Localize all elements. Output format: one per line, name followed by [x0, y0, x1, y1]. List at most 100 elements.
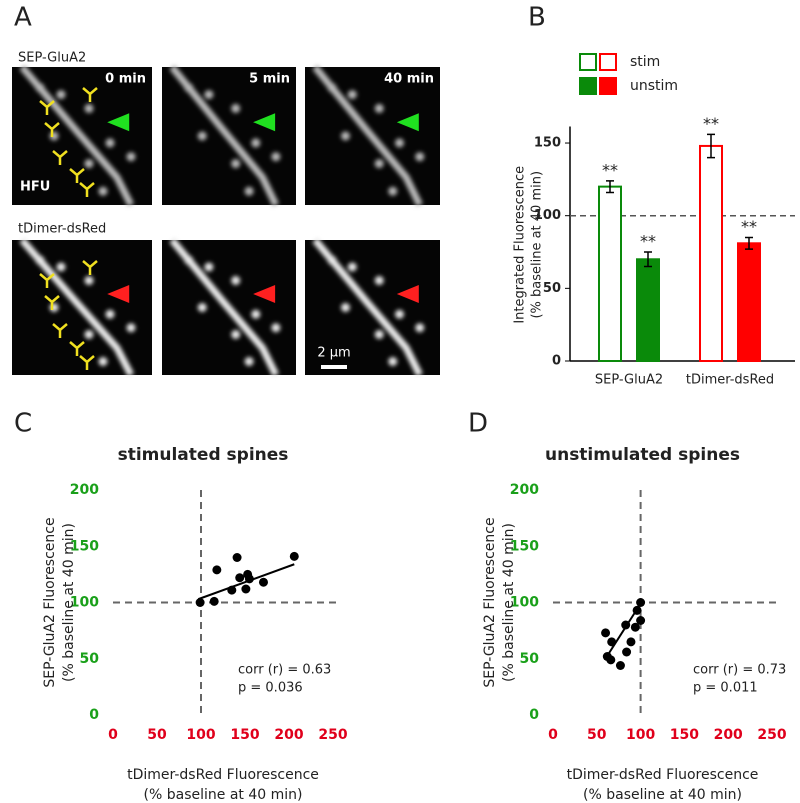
spine [244, 186, 254, 196]
arrowhead [253, 285, 276, 303]
time-label: 5 min [249, 72, 290, 87]
spine [84, 103, 94, 113]
row-label: tDimer-dsRed [18, 222, 106, 237]
point [621, 620, 631, 630]
significance: ** [640, 232, 656, 251]
y-tick-label: 150 [70, 538, 99, 554]
x-tick-label: 50 [147, 727, 167, 743]
point [212, 565, 222, 575]
y-tick-label: 150 [534, 136, 561, 151]
point [289, 551, 299, 561]
scale-bar [321, 365, 347, 369]
y-axis-label: (% baseline at 40 min) [501, 523, 517, 682]
arrowhead [396, 285, 419, 303]
point [195, 598, 205, 607]
spine [126, 323, 136, 333]
x-tick-label: 50 [587, 727, 607, 743]
point [626, 637, 636, 647]
legend-label: unstim [630, 78, 678, 94]
annotation: p = 0.036 [238, 681, 303, 696]
panel-label: D [468, 409, 488, 439]
spine [388, 186, 398, 196]
spine [347, 262, 357, 272]
y-tick-label: 200 [70, 482, 99, 498]
spine [374, 330, 384, 339]
dendrite-shaft [312, 64, 423, 207]
dendrite-shaft [169, 237, 280, 377]
spine [271, 152, 281, 162]
spine [415, 323, 425, 333]
spine [415, 152, 425, 162]
point [622, 647, 632, 657]
y-axis-label: SEP-GluA2 Fluorescence [482, 517, 498, 687]
dendrite [169, 237, 281, 377]
x-tick-label: 250 [757, 727, 786, 743]
x-tick-label: tDimer-dsRed [686, 373, 774, 388]
x-axis-label: (% baseline at 40 min) [144, 787, 303, 803]
spine [231, 159, 241, 169]
x-tick-label: 0 [548, 727, 558, 743]
error-bar [644, 251, 652, 268]
legend-swatch [579, 77, 597, 95]
y-tick-label: 150 [510, 538, 539, 554]
significance: ** [741, 217, 757, 236]
spine [374, 103, 384, 113]
x-tick-label: SEP-GluA2 [595, 373, 663, 388]
spine [204, 262, 214, 272]
bar [598, 185, 622, 362]
spine [231, 276, 241, 285]
x-axis-label: tDimer-dsRed Fluorescence [567, 767, 759, 783]
y-tick-label: 0 [552, 354, 561, 369]
spine [231, 103, 241, 113]
point [607, 637, 617, 647]
y-tick-label: 0 [89, 707, 99, 723]
arrowhead [107, 285, 130, 303]
spine [251, 138, 261, 148]
point [235, 573, 245, 583]
legend-swatch [599, 77, 617, 95]
y-tick-label: 50 [543, 281, 561, 296]
error-bar [606, 180, 614, 194]
point [636, 616, 646, 625]
panel-label: B [528, 3, 546, 33]
x-tick-label: 250 [318, 727, 347, 743]
y-axis-label: Integrated Fluorescence [513, 166, 528, 324]
x-axis-label: (% baseline at 40 min) [583, 787, 742, 803]
point [244, 574, 254, 584]
spine [56, 262, 66, 272]
spine [105, 138, 115, 148]
stim-marker [52, 323, 68, 338]
error-bar [707, 133, 715, 159]
spine [231, 330, 241, 339]
dendrite [312, 237, 425, 377]
dendrite-shaft [312, 237, 423, 377]
chart-title: unstimulated spines [545, 445, 740, 465]
dendrite-shaft [19, 64, 135, 207]
significance: ** [602, 160, 618, 179]
stim-marker [79, 182, 95, 197]
bar [636, 258, 660, 362]
x-tick-label: 200 [714, 727, 743, 743]
y-tick-label: 50 [520, 651, 540, 667]
arrowhead [396, 113, 419, 132]
point [241, 584, 251, 594]
spine [271, 323, 281, 333]
spine [35, 255, 45, 265]
x-axis-label: tDimer-dsRed Fluorescence [127, 767, 319, 783]
annotation: corr (r) = 0.63 [238, 663, 331, 678]
significance: ** [703, 114, 719, 133]
time-label: 40 min [384, 72, 434, 87]
spine [374, 159, 384, 169]
stim-marker [69, 168, 85, 183]
spine [347, 90, 357, 100]
bar [699, 144, 723, 362]
spine [126, 152, 136, 162]
spine [184, 255, 194, 265]
y-axis-label: (% baseline at 40 min) [530, 171, 545, 319]
stim-marker [82, 260, 98, 275]
x-tick-label: 150 [230, 727, 259, 743]
point [606, 655, 616, 665]
annotation: p = 0.011 [693, 681, 758, 696]
spine [395, 309, 404, 319]
